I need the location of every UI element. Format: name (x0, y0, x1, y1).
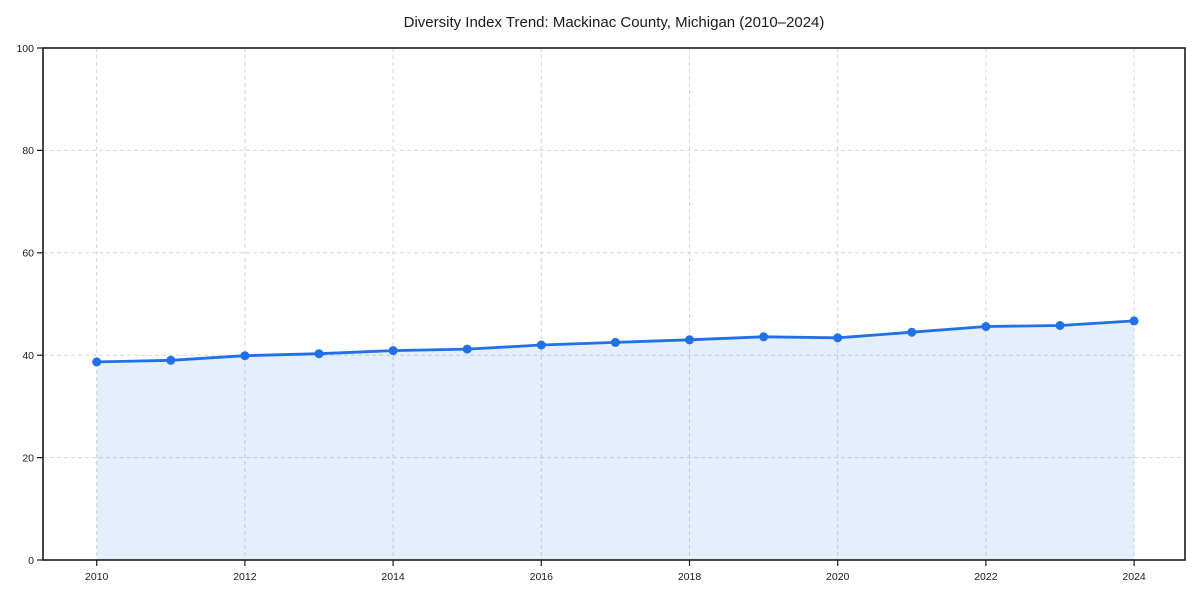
x-tick-label: 2024 (1122, 571, 1146, 583)
data-point (314, 349, 324, 359)
data-point (907, 327, 917, 337)
x-tick-label: 2010 (85, 571, 109, 583)
y-tick-label: 100 (16, 43, 34, 55)
x-tick-label: 2012 (233, 571, 257, 583)
area-fill (96, 320, 1135, 560)
data-point (536, 340, 546, 350)
data-point (1129, 316, 1139, 326)
data-point (388, 346, 398, 356)
x-tick-label: 2014 (381, 571, 405, 583)
y-tick-label: 20 (22, 452, 34, 464)
chart-title: Diversity Index Trend: Mackinac County, … (404, 14, 825, 31)
data-point (833, 333, 843, 343)
data-point (240, 351, 250, 361)
data-point (685, 335, 694, 345)
data-point (610, 337, 620, 347)
data-point (462, 344, 472, 354)
data-point (1055, 321, 1065, 330)
x-tick-label: 2016 (530, 571, 554, 583)
y-tick-label: 40 (22, 350, 34, 362)
y-tick-label: 80 (22, 145, 34, 157)
y-tick-label: 0 (28, 555, 34, 567)
data-point (981, 322, 991, 331)
x-tick-label: 2018 (678, 571, 702, 583)
data-point (166, 355, 176, 365)
data-point (92, 357, 102, 367)
data-point (759, 332, 769, 342)
y-tick-label: 60 (22, 248, 34, 260)
plot-root: 0 20 40 60 80 100 2010 2012 2014 2016 2018 2020 2022… (16, 43, 1186, 583)
axis-spine (42, 47, 1186, 561)
x-tick-label: 2022 (974, 571, 998, 583)
x-tick-label: 2020 (826, 571, 850, 583)
